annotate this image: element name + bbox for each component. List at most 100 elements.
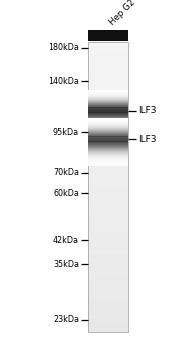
Bar — [88, 42, 128, 332]
Bar — [88, 128, 128, 129]
Bar — [120, 141, 121, 142]
Bar — [88, 161, 128, 162]
Bar — [90, 136, 91, 137]
Bar — [88, 198, 128, 200]
Bar — [88, 60, 128, 61]
Bar — [108, 107, 109, 108]
Bar — [98, 112, 99, 113]
Bar — [109, 136, 110, 137]
Bar — [88, 152, 128, 153]
Bar — [123, 141, 124, 142]
Bar — [112, 112, 113, 113]
Bar — [123, 107, 124, 108]
Bar — [88, 212, 128, 213]
Bar — [88, 164, 128, 165]
Bar — [98, 141, 99, 142]
Bar — [88, 90, 128, 91]
Bar — [117, 141, 118, 142]
Bar — [88, 242, 128, 244]
Bar — [109, 112, 110, 113]
Bar — [88, 100, 128, 102]
Bar — [88, 117, 128, 119]
Bar — [124, 112, 125, 113]
Bar — [88, 118, 128, 119]
Text: 60kDa: 60kDa — [53, 189, 79, 198]
Bar — [88, 127, 128, 129]
Bar — [89, 107, 90, 108]
Bar — [108, 141, 109, 142]
Bar — [88, 113, 128, 114]
Bar — [88, 112, 128, 113]
Bar — [88, 156, 128, 158]
Bar — [88, 151, 128, 152]
Text: 95kDa: 95kDa — [53, 128, 79, 137]
Bar — [88, 317, 128, 319]
Bar — [88, 113, 128, 114]
Bar — [88, 70, 128, 71]
Bar — [95, 112, 96, 113]
Bar — [88, 155, 128, 156]
Bar — [88, 215, 128, 216]
Bar — [88, 158, 128, 160]
Bar — [122, 107, 123, 108]
Bar — [111, 136, 112, 137]
Bar — [92, 112, 93, 113]
Bar — [119, 141, 120, 142]
Bar — [113, 112, 114, 113]
Bar — [88, 85, 128, 87]
Bar — [88, 202, 128, 203]
Bar — [88, 109, 128, 110]
Bar — [100, 107, 101, 108]
Bar — [88, 300, 128, 302]
Bar — [118, 141, 119, 142]
Bar — [88, 184, 128, 186]
Bar — [88, 140, 128, 141]
Bar — [92, 141, 93, 142]
Bar — [97, 141, 98, 142]
Bar — [88, 190, 128, 191]
Bar — [88, 173, 128, 174]
Bar — [88, 74, 128, 75]
Bar — [88, 262, 128, 264]
Bar — [97, 136, 98, 137]
Bar — [88, 125, 128, 126]
Bar — [88, 110, 128, 112]
Bar — [88, 129, 128, 130]
Bar — [93, 112, 94, 113]
Bar — [114, 112, 115, 113]
Bar — [88, 231, 128, 232]
Bar — [105, 136, 106, 137]
Bar — [88, 273, 128, 274]
Bar — [88, 129, 128, 131]
Bar — [88, 105, 128, 106]
Bar — [88, 107, 128, 109]
Bar — [88, 228, 128, 229]
Bar — [88, 51, 128, 52]
Bar — [100, 136, 101, 137]
Bar — [88, 126, 128, 127]
Bar — [88, 162, 128, 163]
Bar — [122, 141, 123, 142]
Bar — [88, 80, 128, 81]
Bar — [88, 244, 128, 245]
Bar — [88, 130, 128, 131]
Bar — [88, 297, 128, 299]
Bar — [110, 136, 111, 137]
Bar — [88, 233, 128, 235]
Bar — [119, 136, 120, 137]
Bar — [88, 112, 128, 113]
Bar — [88, 162, 128, 164]
Bar — [88, 55, 128, 56]
Bar — [88, 326, 128, 328]
Bar — [123, 112, 124, 113]
Bar — [88, 287, 128, 288]
Bar — [125, 112, 126, 113]
Bar — [88, 144, 128, 145]
Bar — [99, 107, 100, 108]
Bar — [88, 241, 128, 242]
Bar — [88, 268, 128, 270]
Bar — [88, 170, 128, 171]
Bar — [88, 107, 128, 108]
Bar — [120, 107, 121, 108]
Bar — [88, 293, 128, 294]
